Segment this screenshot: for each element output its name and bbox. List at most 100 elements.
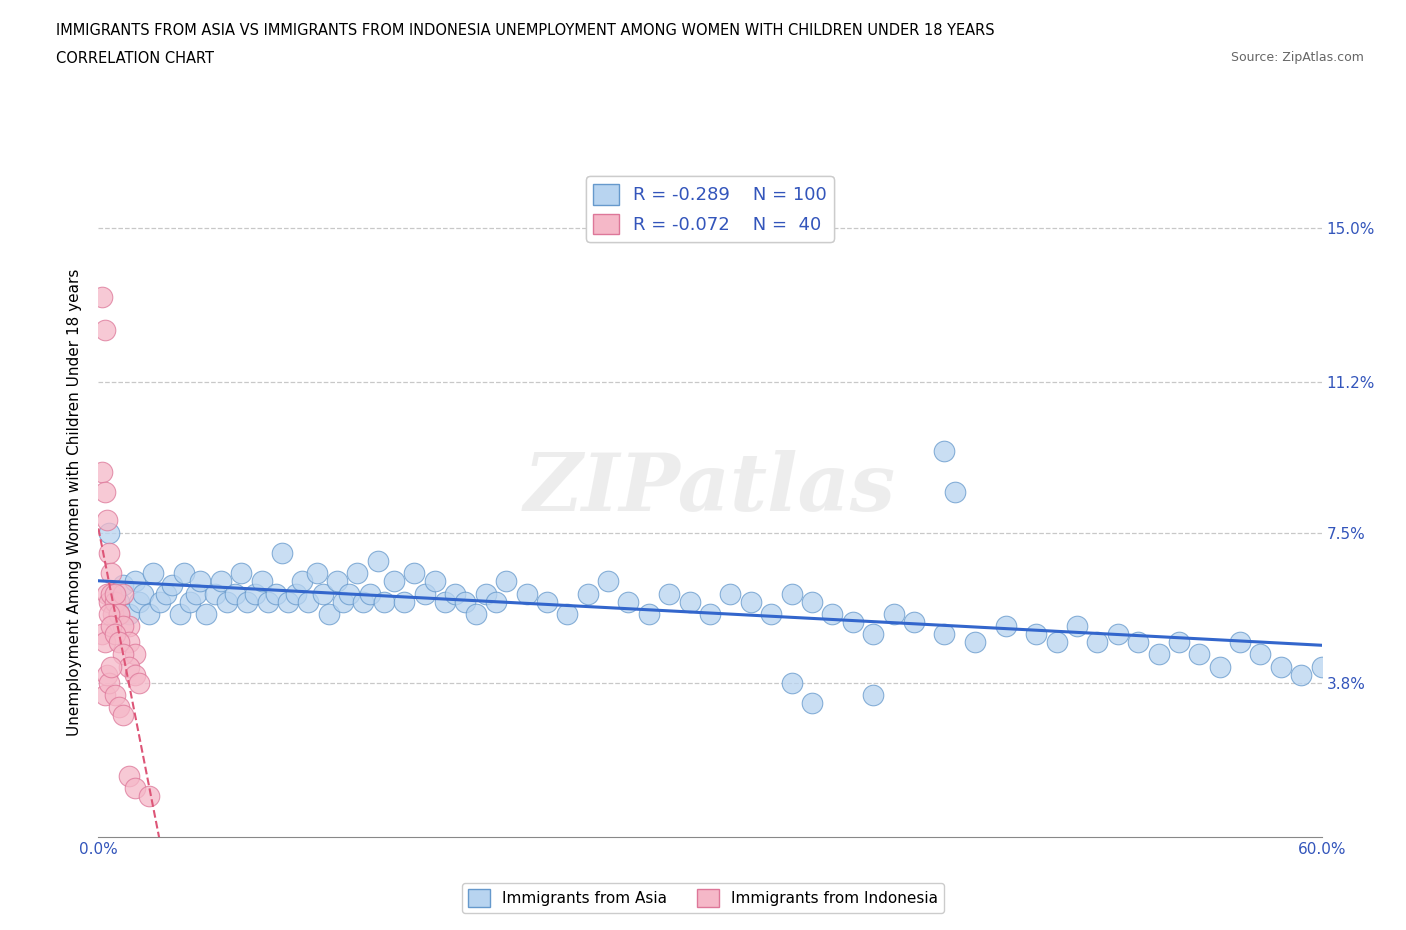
Legend: R = -0.289    N = 100, R = -0.072    N =  40: R = -0.289 N = 100, R = -0.072 N = 40 bbox=[586, 177, 834, 242]
Point bbox=[359, 586, 381, 601]
Point bbox=[841, 615, 863, 630]
Point bbox=[93, 485, 115, 499]
Point bbox=[111, 708, 134, 723]
Point bbox=[93, 323, 115, 338]
Point bbox=[111, 647, 134, 662]
Point bbox=[96, 667, 118, 682]
Point bbox=[100, 586, 122, 601]
Point bbox=[638, 606, 661, 621]
Text: ZIPatlas: ZIPatlas bbox=[524, 450, 896, 527]
Point bbox=[285, 586, 308, 601]
Point bbox=[104, 594, 127, 609]
Point bbox=[111, 578, 134, 592]
Point bbox=[454, 594, 477, 609]
Point bbox=[108, 606, 131, 621]
Point bbox=[215, 594, 238, 609]
Point bbox=[994, 618, 1017, 633]
Point bbox=[124, 574, 146, 589]
Point bbox=[862, 627, 884, 642]
Point bbox=[104, 627, 127, 642]
Point bbox=[108, 594, 131, 609]
Point bbox=[965, 635, 987, 650]
Point bbox=[392, 594, 416, 609]
Point bbox=[118, 635, 141, 650]
Point bbox=[101, 606, 124, 621]
Point bbox=[318, 606, 340, 621]
Point bbox=[132, 586, 155, 601]
Point bbox=[617, 594, 640, 609]
Point bbox=[1045, 635, 1069, 650]
Point bbox=[1025, 627, 1047, 642]
Point bbox=[186, 586, 208, 601]
Point bbox=[124, 781, 146, 796]
Point bbox=[382, 574, 405, 589]
Point bbox=[108, 606, 131, 621]
Point bbox=[204, 586, 226, 601]
Point bbox=[91, 464, 114, 479]
Point bbox=[138, 606, 160, 621]
Point bbox=[679, 594, 702, 609]
Point bbox=[118, 606, 141, 621]
Point bbox=[658, 586, 681, 601]
Point bbox=[91, 290, 114, 305]
Point bbox=[118, 769, 141, 784]
Point bbox=[576, 586, 599, 601]
Point bbox=[1310, 659, 1333, 674]
Point bbox=[118, 659, 141, 674]
Point bbox=[474, 586, 498, 601]
Point bbox=[821, 606, 844, 621]
Point bbox=[699, 606, 721, 621]
Point bbox=[1188, 647, 1211, 662]
Point bbox=[96, 513, 118, 528]
Point bbox=[124, 667, 146, 682]
Point bbox=[224, 586, 246, 601]
Point bbox=[128, 594, 150, 609]
Point bbox=[93, 687, 115, 702]
Point bbox=[903, 615, 925, 630]
Point bbox=[128, 675, 150, 690]
Point bbox=[93, 635, 115, 650]
Point bbox=[1147, 647, 1170, 662]
Point bbox=[367, 553, 389, 568]
Point bbox=[291, 574, 314, 589]
Point bbox=[231, 565, 253, 580]
Point bbox=[100, 565, 122, 580]
Point bbox=[1229, 635, 1251, 650]
Point bbox=[444, 586, 467, 601]
Point bbox=[1066, 618, 1088, 633]
Point bbox=[124, 647, 146, 662]
Point bbox=[264, 586, 287, 601]
Point bbox=[346, 565, 368, 580]
Point bbox=[1128, 635, 1150, 650]
Point bbox=[97, 675, 120, 690]
Point bbox=[801, 696, 824, 711]
Point bbox=[104, 586, 127, 601]
Point bbox=[740, 594, 762, 609]
Text: IMMIGRANTS FROM ASIA VS IMMIGRANTS FROM INDONESIA UNEMPLOYMENT AMONG WOMEN WITH : IMMIGRANTS FROM ASIA VS IMMIGRANTS FROM … bbox=[56, 23, 995, 38]
Point bbox=[801, 594, 824, 609]
Point bbox=[934, 627, 956, 642]
Point bbox=[761, 606, 783, 621]
Point bbox=[373, 594, 395, 609]
Point bbox=[326, 574, 349, 589]
Point bbox=[1107, 627, 1129, 642]
Point bbox=[1209, 659, 1232, 674]
Point bbox=[256, 594, 278, 609]
Point bbox=[209, 574, 232, 589]
Point bbox=[332, 594, 354, 609]
Y-axis label: Unemployment Among Women with Children Under 18 years: Unemployment Among Women with Children U… bbox=[67, 269, 83, 736]
Point bbox=[404, 565, 426, 580]
Point bbox=[108, 699, 131, 714]
Point bbox=[118, 618, 141, 633]
Point bbox=[97, 606, 120, 621]
Point bbox=[138, 789, 160, 804]
Point bbox=[943, 485, 966, 499]
Point bbox=[720, 586, 742, 601]
Point bbox=[1249, 647, 1271, 662]
Point bbox=[862, 687, 884, 702]
Point bbox=[160, 578, 183, 592]
Point bbox=[423, 574, 446, 589]
Point bbox=[312, 586, 335, 601]
Point bbox=[97, 525, 120, 540]
Point bbox=[250, 574, 273, 589]
